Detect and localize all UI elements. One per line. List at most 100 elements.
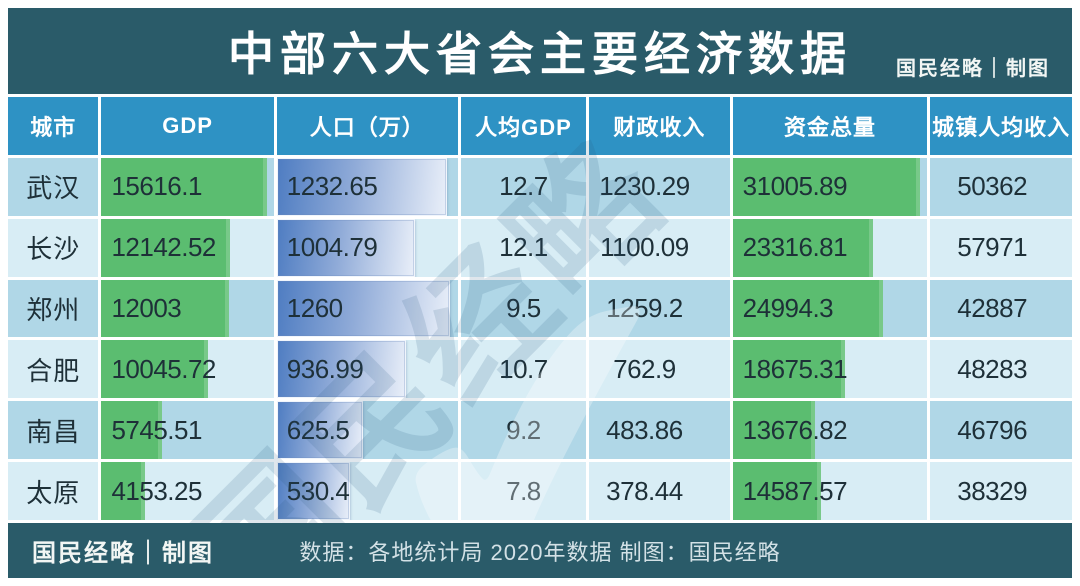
cell-income: 46796: [930, 401, 1072, 460]
column-header-gdp_pc: 人均GDP: [460, 97, 587, 155]
cell-city: 武汉: [8, 157, 99, 216]
cell-value: 1100.09: [600, 232, 689, 263]
cell-value: 南昌: [26, 416, 81, 447]
cell-value: 5745.51: [111, 414, 202, 445]
cell-city: 长沙: [8, 218, 99, 277]
cell-value: 12.7: [499, 171, 548, 202]
cell-value: 长沙: [26, 234, 81, 265]
cell-value: 42887: [957, 293, 1028, 323]
table-row-郑州: 郑州 12003 1260 9.5 1259.2 24994.3 42887: [8, 279, 1072, 338]
cell-value: 10045.72: [111, 353, 216, 384]
cell-value: 9.5: [506, 293, 541, 323]
cell-value: 936.99: [286, 353, 364, 384]
cell-gdp_pc: 12.7: [460, 157, 587, 216]
cell-value: 31005.89: [742, 171, 848, 202]
footer-bar: 国民经略｜制图 数据：各地统计局 2020年数据 制图：国民经略: [8, 523, 1072, 578]
column-header-pop: 人口（万）: [276, 97, 458, 155]
table-row-合肥: 合肥 10045.72 936.99 10.7 762.9 18675.31 4…: [8, 340, 1072, 399]
green-databar: [101, 462, 146, 521]
cell-gdp_pc: 7.8: [460, 462, 587, 521]
cell-income: 50362: [930, 157, 1072, 216]
cell-value: 46796: [957, 414, 1028, 445]
cell-city: 太原: [8, 462, 99, 521]
cell-value: 1260: [286, 293, 343, 323]
cell-value: 24994.3: [742, 293, 834, 323]
cell-funds: 18675.31: [732, 340, 928, 399]
cell-value: 太原: [26, 477, 81, 508]
cell-value: 378.44: [606, 475, 683, 506]
table-header-row: 城市 GDP 人口（万） 人均GDP 财政收入 资金总量 城镇人均收入: [8, 97, 1072, 155]
cell-gdp_pc: 10.7: [460, 340, 587, 399]
cell-value: 762.9: [613, 353, 676, 384]
blue-databar: [276, 462, 350, 521]
cell-value: 4153.25: [111, 475, 202, 506]
cell-fiscal: 483.86: [589, 401, 730, 460]
cell-funds: 31005.89: [732, 157, 928, 216]
cell-value: 23316.81: [742, 232, 848, 263]
blue-databar: [276, 218, 416, 277]
cell-gdp: 5745.51: [101, 401, 274, 460]
cell-gdp_pc: 9.2: [460, 401, 587, 460]
cell-income: 38329: [930, 462, 1072, 521]
blue-databar: [276, 279, 451, 338]
green-databar: [101, 340, 208, 399]
cell-funds: 23316.81: [732, 218, 928, 277]
page-title: 中部六大省会主要经济数据: [228, 28, 852, 80]
cell-fiscal: 1100.09: [589, 218, 730, 277]
green-databar: [732, 279, 884, 338]
blue-databar: [276, 401, 364, 460]
cell-value: 50362: [957, 171, 1028, 202]
data-table-area: 城市 GDP 人口（万） 人均GDP 财政收入 资金总量 城镇人均收入 武汉 15616.1…: [8, 94, 1072, 523]
cell-pop: 530.4: [276, 462, 458, 521]
cell-gdp: 4153.25: [101, 462, 274, 521]
column-header-city: 城市: [8, 97, 99, 155]
cell-pop: 625.5: [276, 401, 458, 460]
banner-credit: 国民经略｜制图: [896, 58, 1050, 80]
cell-value: 13676.82: [742, 414, 848, 445]
green-databar: [101, 401, 163, 460]
green-databar: [732, 462, 821, 521]
cell-funds: 14587.57: [732, 462, 928, 521]
cell-value: 12003: [111, 293, 182, 323]
cell-fiscal: 1230.29: [589, 157, 730, 216]
green-databar: [101, 279, 229, 338]
table-row-南昌: 南昌 5745.51 625.5 9.2 483.86 13676.82 467…: [8, 401, 1072, 460]
cell-gdp: 12003: [101, 279, 274, 338]
cell-pop: 1232.65: [276, 157, 458, 216]
blue-databar: [276, 340, 406, 399]
data-table: 城市 GDP 人口（万） 人均GDP 财政收入 资金总量 城镇人均收入 武汉 15616.1…: [8, 94, 1072, 523]
cell-value: 12142.52: [111, 232, 216, 263]
cell-value: 483.86: [606, 414, 683, 445]
cell-gdp: 10045.72: [101, 340, 274, 399]
column-header-gdp: GDP: [101, 97, 274, 155]
cell-value: 1232.65: [286, 171, 378, 202]
green-databar: [101, 157, 267, 216]
cell-value: 9.2: [506, 414, 541, 445]
cell-value: 625.5: [286, 414, 350, 445]
blue-databar: [276, 157, 447, 216]
cell-income: 57971: [930, 218, 1072, 277]
column-header-income: 城镇人均收入: [930, 97, 1072, 155]
cell-value: 7.8: [506, 475, 541, 506]
cell-funds: 13676.82: [732, 401, 928, 460]
cell-value: 郑州: [26, 295, 81, 325]
cell-income: 42887: [930, 279, 1072, 338]
table-row-太原: 太原 4153.25 530.4 7.8 378.44 14587.57 383…: [8, 462, 1072, 521]
cell-gdp_pc: 12.1: [460, 218, 587, 277]
cell-gdp: 12142.52: [101, 218, 274, 277]
cell-value: 38329: [957, 475, 1028, 506]
cell-city: 合肥: [8, 340, 99, 399]
cell-value: 10.7: [499, 353, 548, 384]
cell-value: 1230.29: [599, 171, 690, 202]
green-databar: [101, 218, 231, 277]
cell-pop: 1260: [276, 279, 458, 338]
cell-value: 18675.31: [742, 353, 848, 384]
cell-gdp: 15616.1: [101, 157, 274, 216]
cell-fiscal: 762.9: [589, 340, 730, 399]
cell-value: 15616.1: [111, 171, 202, 202]
cell-city: 郑州: [8, 279, 99, 338]
green-databar: [732, 218, 874, 277]
green-databar: [732, 157, 920, 216]
cell-value: 530.4: [286, 475, 350, 506]
cell-value: 57971: [957, 232, 1028, 263]
